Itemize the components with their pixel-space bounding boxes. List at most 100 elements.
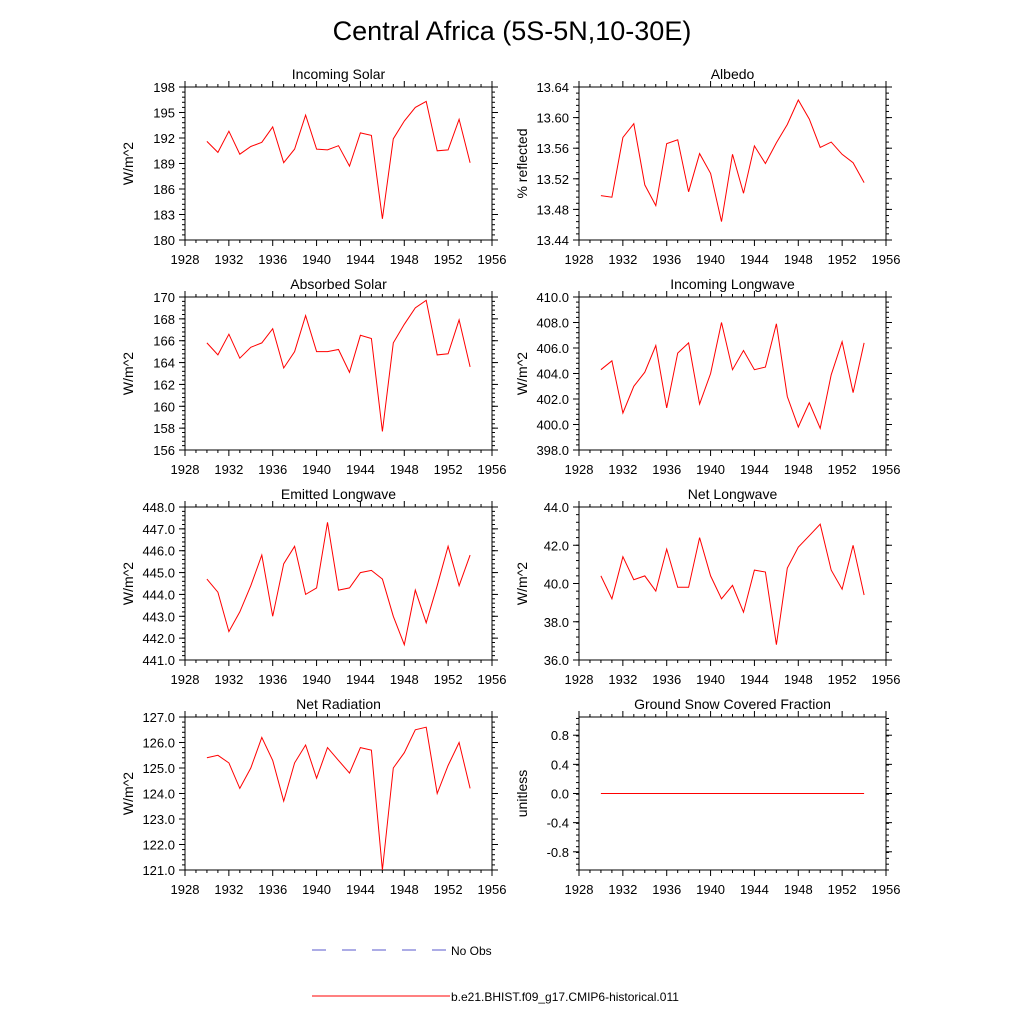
x-tick-label: 1932 bbox=[214, 672, 243, 687]
y-tick-label: 13.56 bbox=[536, 141, 569, 156]
x-tick-label: 1940 bbox=[696, 462, 725, 477]
y-tick-label: 186 bbox=[153, 182, 175, 197]
y-tick-label: 162 bbox=[153, 377, 175, 392]
y-tick-label: 166 bbox=[153, 334, 175, 349]
series-line bbox=[600, 523, 865, 645]
panel-frame bbox=[184, 86, 493, 241]
x-tick-label: 1952 bbox=[828, 462, 857, 477]
x-tick-label: 1956 bbox=[872, 462, 901, 477]
series-line bbox=[600, 98, 865, 222]
y-tick-label: 0.0 bbox=[551, 787, 569, 802]
x-tick-label: 1940 bbox=[302, 882, 331, 897]
y-tick-label: 156 bbox=[153, 443, 175, 458]
y-tick-label: 442.0 bbox=[142, 631, 175, 646]
panel-title: Albedo bbox=[711, 66, 755, 82]
y-tick-label: 441.0 bbox=[142, 653, 175, 668]
legend-model-label: b.e21.BHIST.f09_g17.CMIP6-historical.011 bbox=[451, 990, 679, 1004]
x-tick-label: 1928 bbox=[171, 252, 200, 267]
x-tick-label: 1940 bbox=[302, 252, 331, 267]
panel-title: Incoming Longwave bbox=[670, 276, 795, 292]
x-tick-label: 1932 bbox=[608, 462, 637, 477]
y-axis-label: W/m^2 bbox=[120, 772, 136, 815]
x-tick-label: 1944 bbox=[740, 882, 769, 897]
x-tick-label: 1956 bbox=[478, 882, 507, 897]
x-tick-label: 1952 bbox=[828, 252, 857, 267]
y-tick-label: 36.0 bbox=[544, 653, 569, 668]
y-tick-label: -0.8 bbox=[547, 845, 569, 860]
y-tick-label: 38.0 bbox=[544, 615, 569, 630]
panel-frame bbox=[578, 296, 887, 451]
x-tick-label: 1948 bbox=[390, 882, 419, 897]
x-tick-label: 1956 bbox=[478, 252, 507, 267]
y-tick-label: 0.8 bbox=[551, 728, 569, 743]
panel-title: Net Radiation bbox=[296, 696, 381, 712]
panel-ground-snow-covered-fraction: Ground Snow Covered Fraction unitless 1928… bbox=[514, 696, 900, 897]
y-tick-label: 404.0 bbox=[536, 367, 569, 382]
x-tick-label: 1952 bbox=[434, 882, 463, 897]
x-tick-label: 1928 bbox=[565, 882, 594, 897]
y-tick-label: 13.64 bbox=[536, 80, 569, 95]
x-tick-label: 1928 bbox=[171, 462, 200, 477]
panel-albedo: Albedo % reflected 1928 1932 1936 1940 1944 194… bbox=[514, 66, 900, 267]
y-tick-label: 406.0 bbox=[536, 341, 569, 356]
y-tick-label: 125.0 bbox=[142, 761, 175, 776]
y-tick-label: 402.0 bbox=[536, 392, 569, 407]
x-tick-label: 1940 bbox=[302, 672, 331, 687]
x-tick-label: 1928 bbox=[565, 672, 594, 687]
x-tick-label: 1944 bbox=[346, 462, 375, 477]
y-axis-label: W/m^2 bbox=[120, 562, 136, 605]
panel-frame bbox=[578, 86, 887, 241]
y-tick-label: 447.0 bbox=[142, 522, 175, 537]
panel-incoming-solar: Incoming Solar W/m^2 1928 1932 1936 1940 1944 1… bbox=[120, 66, 506, 267]
y-tick-label: 446.0 bbox=[142, 544, 175, 559]
x-tick-label: 1928 bbox=[565, 462, 594, 477]
panel-title: Ground Snow Covered Fraction bbox=[634, 696, 831, 712]
y-tick-label: 13.48 bbox=[536, 202, 569, 217]
panel-frame bbox=[184, 716, 493, 871]
x-tick-label: 1952 bbox=[434, 672, 463, 687]
x-tick-label: 1948 bbox=[784, 882, 813, 897]
y-axis-label: W/m^2 bbox=[120, 352, 136, 395]
series-line bbox=[206, 100, 471, 219]
x-tick-label: 1956 bbox=[478, 672, 507, 687]
x-tick-label: 1936 bbox=[258, 462, 287, 477]
panel-frame bbox=[184, 296, 493, 451]
y-tick-label: 126.0 bbox=[142, 736, 175, 751]
x-tick-label: 1956 bbox=[478, 462, 507, 477]
y-tick-label: 124.0 bbox=[142, 787, 175, 802]
y-tick-label: 189 bbox=[153, 157, 175, 172]
y-tick-label: 13.52 bbox=[536, 172, 569, 187]
y-tick-label: 158 bbox=[153, 421, 175, 436]
x-tick-label: 1940 bbox=[696, 672, 725, 687]
y-tick-label: 44.0 bbox=[544, 500, 569, 515]
x-tick-label: 1944 bbox=[740, 462, 769, 477]
y-tick-label: 443.0 bbox=[142, 609, 175, 624]
series-line bbox=[206, 299, 471, 432]
panels: Incoming Solar W/m^2 1928 1932 1936 1940 1944 1… bbox=[120, 66, 900, 897]
x-tick-label: 1928 bbox=[171, 882, 200, 897]
x-tick-label: 1928 bbox=[171, 672, 200, 687]
y-tick-label: 445.0 bbox=[142, 566, 175, 581]
panel-frame bbox=[184, 506, 493, 661]
y-tick-label: 408.0 bbox=[536, 316, 569, 331]
x-tick-label: 1940 bbox=[302, 462, 331, 477]
y-tick-label: 198 bbox=[153, 80, 175, 95]
y-tick-label: 400.0 bbox=[536, 418, 569, 433]
y-tick-label: 183 bbox=[153, 208, 175, 223]
y-tick-label: 192 bbox=[153, 131, 175, 146]
series-line bbox=[206, 726, 471, 871]
x-tick-label: 1932 bbox=[214, 252, 243, 267]
series-line bbox=[600, 322, 865, 430]
y-tick-label: 410.0 bbox=[536, 290, 569, 305]
x-tick-label: 1932 bbox=[214, 882, 243, 897]
panel-emitted-longwave: Emitted Longwave W/m^2 1928 1932 1936 1940 194… bbox=[120, 486, 506, 687]
y-tick-label: 170 bbox=[153, 290, 175, 305]
x-tick-label: 1944 bbox=[346, 882, 375, 897]
y-tick-label: 448.0 bbox=[142, 500, 175, 515]
y-tick-label: 195 bbox=[153, 106, 175, 121]
x-tick-label: 1948 bbox=[784, 672, 813, 687]
x-tick-label: 1936 bbox=[258, 882, 287, 897]
y-axis-label: W/m^2 bbox=[514, 352, 530, 395]
x-tick-label: 1940 bbox=[696, 882, 725, 897]
